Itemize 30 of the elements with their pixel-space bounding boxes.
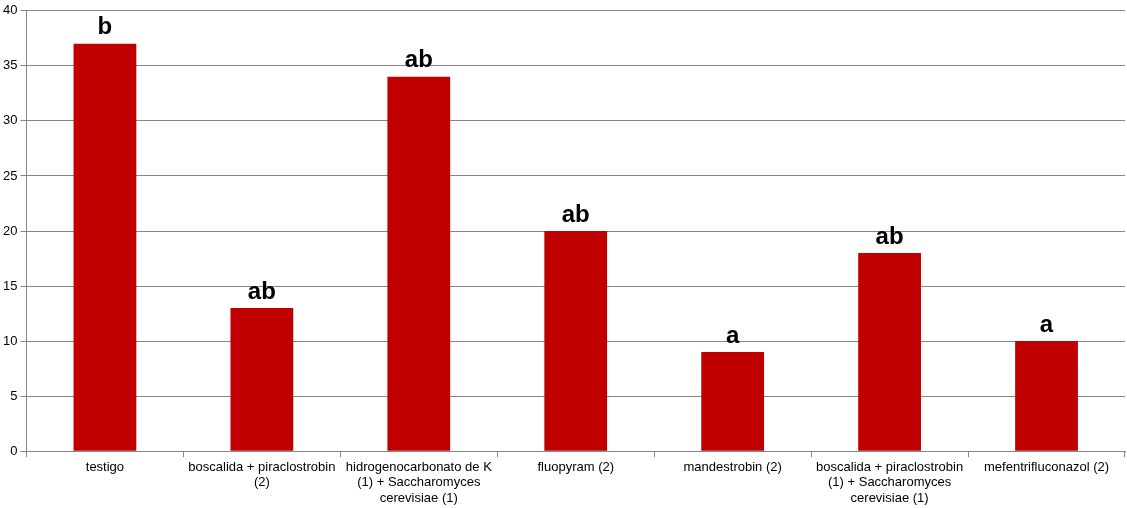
x-tick-label: mefentrifluconazol (2) <box>984 458 1110 474</box>
y-tick-label: 5 <box>10 387 18 403</box>
y-tick-label: 35 <box>2 57 18 73</box>
y-tick-label: 30 <box>2 112 18 128</box>
x-tick-label: fluopyram (2) <box>537 458 615 474</box>
bar <box>701 352 765 451</box>
bar <box>1015 341 1078 451</box>
bar <box>387 76 451 451</box>
y-tick-label: 15 <box>2 277 18 293</box>
bar <box>73 43 137 451</box>
data-label: b <box>97 12 113 40</box>
data-label: ab <box>404 45 433 73</box>
x-tick-label: hidrogenocarbonato de K (1) + Saccharomyces cerevisiae (1) <box>345 458 493 505</box>
data-label: a <box>725 320 740 348</box>
x-tick-label: boscalida + piraclostrobin (2) <box>188 458 336 490</box>
bar <box>230 308 294 451</box>
bar <box>544 231 608 451</box>
y-tick-label: 0 <box>10 442 18 458</box>
bar <box>858 253 921 451</box>
data-label: ab <box>875 221 904 249</box>
x-tick-label: mandestrobin (2) <box>683 458 782 474</box>
x-tick-label: testigo <box>85 458 125 474</box>
data-label: ab <box>561 199 590 227</box>
y-tick-label: 40 <box>2 2 18 18</box>
data-label: ab <box>247 276 276 304</box>
y-tick-label: 10 <box>2 332 18 348</box>
y-tick-label: 25 <box>2 167 18 183</box>
data-label: a <box>1039 309 1054 337</box>
y-tick-label: 20 <box>2 222 18 238</box>
x-tick-label: boscalida + piraclostrobin (1) + Saccharomyces cerevisiae (1) <box>816 458 964 505</box>
